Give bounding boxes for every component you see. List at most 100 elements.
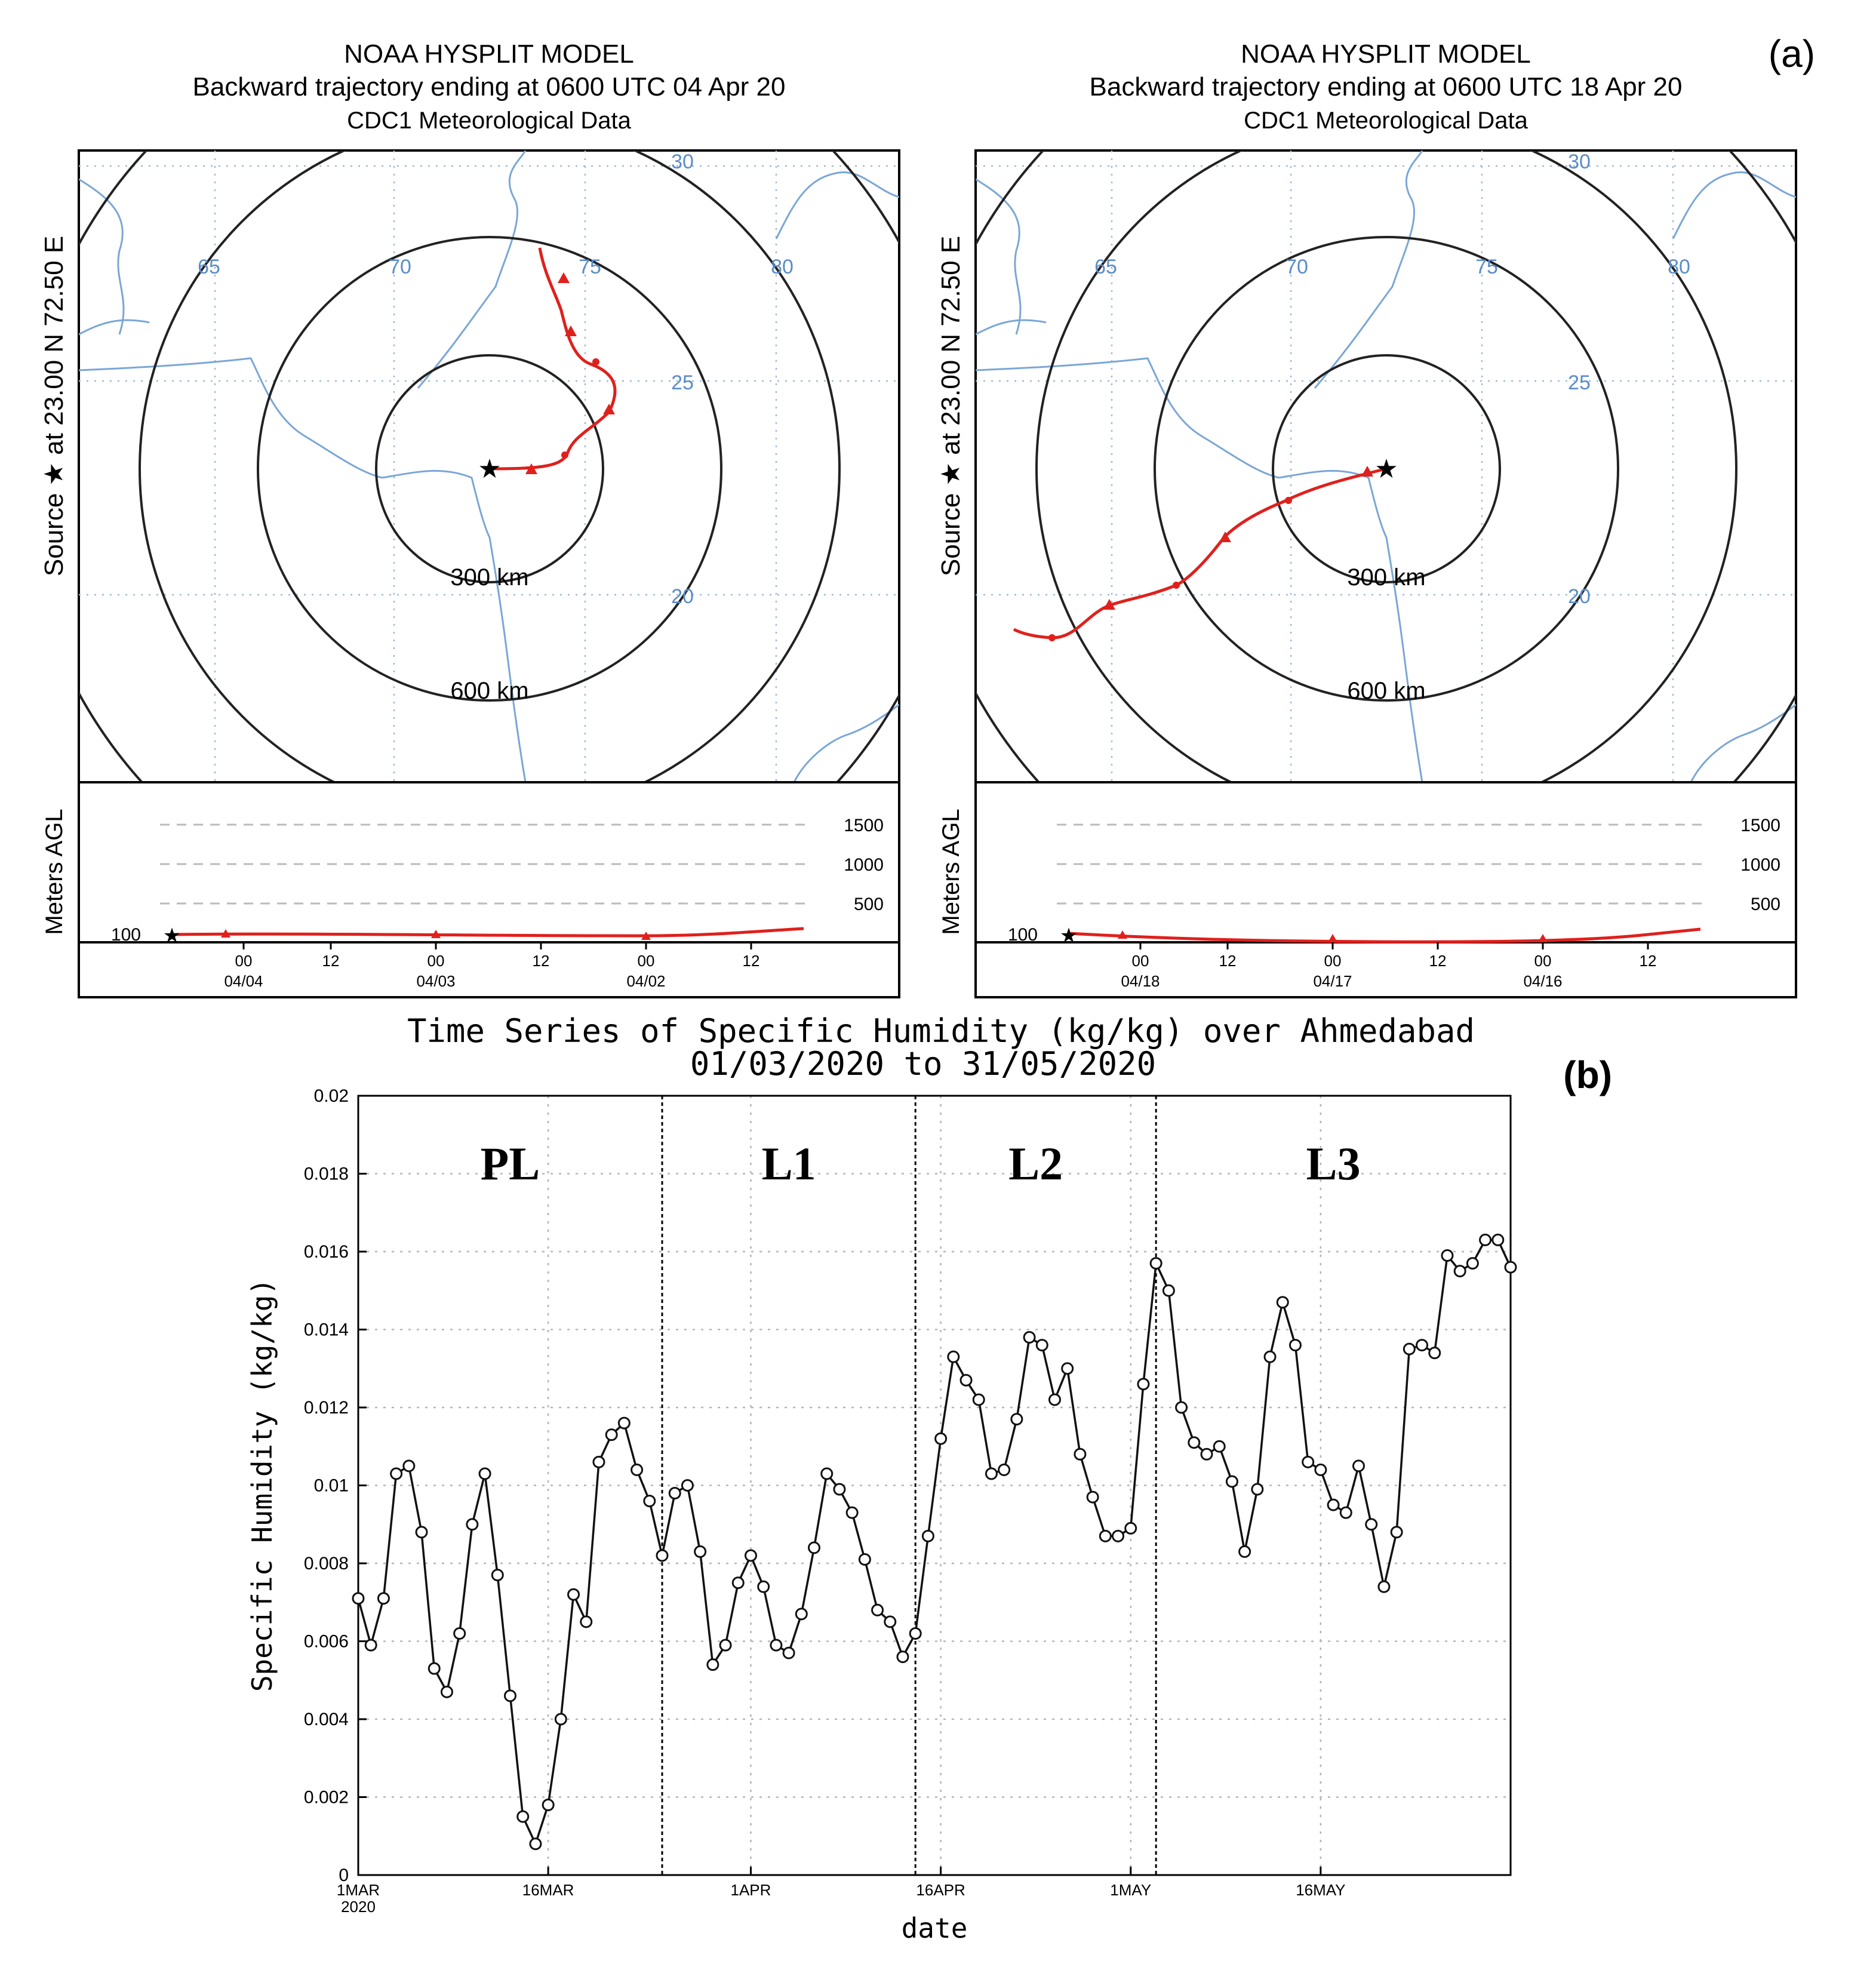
data-point xyxy=(1099,1529,1112,1542)
data-point xyxy=(770,1639,783,1652)
data-point xyxy=(1491,1233,1505,1246)
left-time-tick: 00 xyxy=(428,952,445,970)
period-label: L1 xyxy=(762,1138,816,1190)
data-point xyxy=(504,1689,517,1702)
left-trajectory-path xyxy=(489,247,617,471)
data-point xyxy=(440,1685,453,1698)
left-lon-label: 70 xyxy=(389,256,411,278)
data-point xyxy=(1175,1401,1188,1414)
data-point xyxy=(845,1506,859,1519)
right-height-level: 500 xyxy=(1751,895,1780,914)
data-point xyxy=(1390,1526,1403,1539)
left-map-gridlines xyxy=(79,150,899,782)
data-point xyxy=(782,1646,795,1659)
y-tick-label: 0.02 xyxy=(314,1086,349,1106)
data-point xyxy=(643,1495,656,1508)
right-lon-label: 65 xyxy=(1094,256,1117,278)
data-point xyxy=(833,1483,846,1496)
left-time-tick: 12 xyxy=(322,952,340,970)
data-point xyxy=(1112,1529,1125,1542)
data-point xyxy=(1225,1475,1238,1488)
data-point xyxy=(1314,1463,1327,1476)
y-tick-label: 0.018 xyxy=(304,1164,349,1184)
right-lon-label: 80 xyxy=(1668,256,1690,278)
period-label: L3 xyxy=(1306,1138,1361,1190)
right-time-tick: 12 xyxy=(1219,952,1237,970)
right-date-tick: 04/17 xyxy=(1313,972,1352,990)
data-point xyxy=(491,1569,504,1582)
data-point xyxy=(478,1467,491,1480)
period-label: L2 xyxy=(1008,1138,1063,1190)
data-point xyxy=(744,1549,757,1562)
left-ring-label-600: 600 km xyxy=(450,678,528,704)
data-point xyxy=(972,1393,985,1406)
left-time-tick: 12 xyxy=(743,952,760,970)
panel-label-b: (b) xyxy=(1563,1053,1612,1096)
right-date-tick: 04/18 xyxy=(1121,972,1160,990)
data-point xyxy=(947,1350,960,1363)
left-date-tick: 04/03 xyxy=(416,972,455,990)
right-range-rings xyxy=(976,150,1796,782)
left-height-level: 1500 xyxy=(844,816,884,835)
data-point xyxy=(1074,1447,1087,1461)
data-point xyxy=(605,1428,618,1442)
left-height-level: 1000 xyxy=(844,855,884,875)
data-point xyxy=(580,1615,593,1628)
left-lon-label: 65 xyxy=(198,256,220,278)
data-point xyxy=(656,1549,669,1562)
data-point xyxy=(1441,1249,1454,1262)
right-lat-label: 25 xyxy=(1568,371,1591,394)
right-height-trace xyxy=(1068,927,1701,943)
y-tick-label: 0.016 xyxy=(304,1242,349,1262)
left-source-label: Source ★ at 23.00 N 72.50 E xyxy=(39,236,69,576)
data-point xyxy=(668,1487,681,1500)
data-point xyxy=(1339,1506,1352,1519)
left-start-height: 100 xyxy=(111,925,141,945)
data-point xyxy=(681,1479,694,1492)
data-point xyxy=(1061,1362,1074,1375)
left-height-level: 500 xyxy=(854,895,884,914)
data-point xyxy=(529,1837,542,1851)
data-point xyxy=(1137,1378,1150,1391)
right-trajectory-markers xyxy=(1048,466,1373,641)
x-tick-label: 16MAR xyxy=(522,1881,574,1899)
right-source-label: Source ★ at 23.00 N 72.50 E xyxy=(936,236,965,576)
data-point xyxy=(617,1416,631,1430)
data-point xyxy=(516,1810,530,1823)
data-point xyxy=(1238,1545,1251,1558)
right-time-tick: 00 xyxy=(1132,952,1149,970)
left-profile-star: ★ xyxy=(163,924,181,947)
right-height-level: 1000 xyxy=(1740,855,1780,875)
right-lat-label: 30 xyxy=(1568,150,1591,173)
trajectory-panel-left: NOAA HYSPLIT MODEL Backward trajectory e… xyxy=(39,39,900,998)
data-point xyxy=(896,1651,909,1664)
left-map-frame xyxy=(78,149,900,783)
left-source-star: ★ xyxy=(478,454,501,484)
data-point xyxy=(808,1541,821,1554)
left-time-tick: 12 xyxy=(533,952,550,970)
data-point xyxy=(884,1615,897,1628)
data-point xyxy=(871,1603,884,1616)
data-point xyxy=(352,1592,365,1605)
data-point xyxy=(377,1592,390,1605)
data-point xyxy=(428,1662,441,1675)
left-ring-label-300: 300 km xyxy=(450,564,528,591)
right-ring-label-600: 600 km xyxy=(1347,678,1425,704)
data-point xyxy=(694,1545,707,1558)
data-point xyxy=(1188,1436,1201,1449)
chart-title: Time Series of Specific Humidity (kg/kg)… xyxy=(407,1012,1475,1050)
trajectory-panel-right: NOAA HYSPLIT MODEL Backward trajectory e… xyxy=(936,32,1815,998)
data-point xyxy=(453,1627,466,1640)
right-source-star: ★ xyxy=(1374,454,1398,484)
left-trajectory-markers xyxy=(525,272,615,474)
right-title-line-2: Backward trajectory ending at 0600 UTC 1… xyxy=(1090,72,1683,102)
right-start-height: 100 xyxy=(1008,925,1038,945)
data-point xyxy=(631,1463,644,1476)
left-range-rings xyxy=(79,150,899,782)
data-point xyxy=(1048,1393,1061,1406)
data-point xyxy=(998,1463,1011,1476)
data-point xyxy=(921,1529,934,1542)
data-point xyxy=(402,1459,416,1473)
right-ring-label-300: 300 km xyxy=(1347,564,1425,591)
